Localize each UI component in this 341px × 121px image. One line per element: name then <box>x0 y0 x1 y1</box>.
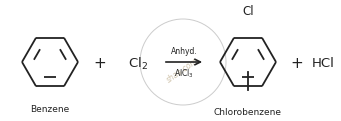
Text: +: + <box>94 56 106 71</box>
Text: Anhyd.: Anhyd. <box>170 47 197 56</box>
Text: shaa.com: shaa.com <box>165 56 201 84</box>
Text: +: + <box>291 56 303 71</box>
Text: Benzene: Benzene <box>30 105 70 114</box>
Text: HCl: HCl <box>312 57 335 70</box>
Text: AlCl$_3$: AlCl$_3$ <box>174 68 194 80</box>
Text: Cl$_2$: Cl$_2$ <box>128 56 148 72</box>
Text: Cl: Cl <box>242 5 254 18</box>
Text: Chlorobenzene: Chlorobenzene <box>214 108 282 117</box>
